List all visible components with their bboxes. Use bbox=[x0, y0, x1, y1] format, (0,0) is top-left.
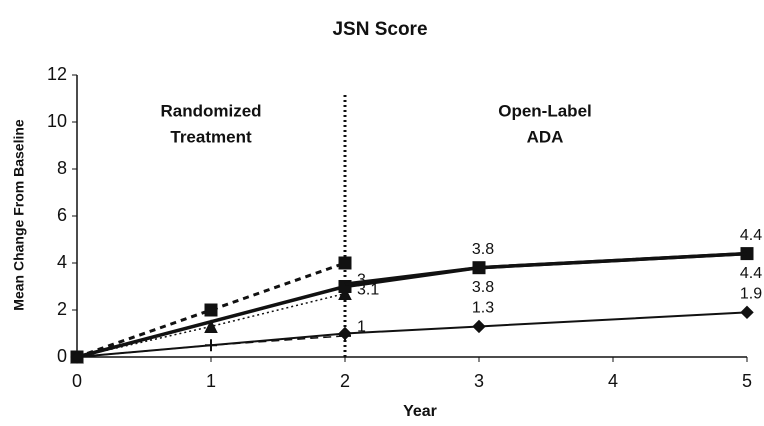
y-tick-label: 6 bbox=[57, 205, 67, 225]
line bbox=[344, 251, 748, 286]
y-axis-label: Mean Change From Baseline bbox=[11, 119, 27, 311]
marker bbox=[338, 326, 352, 341]
x-tick-label: 3 bbox=[474, 371, 484, 391]
y-tick-label: 0 bbox=[57, 346, 67, 366]
marker bbox=[338, 256, 352, 270]
annotation: Open-Label bbox=[498, 101, 592, 120]
y-tick-label: 10 bbox=[47, 111, 67, 131]
y-tick-label: 4 bbox=[57, 252, 67, 272]
data-label: 1 bbox=[357, 319, 366, 336]
x-tick-label: 0 bbox=[72, 371, 82, 391]
x-tick-label: 1 bbox=[206, 371, 216, 391]
x-axis-label: Year bbox=[403, 403, 437, 420]
annotation: Treatment bbox=[170, 127, 252, 146]
annotation: Randomized bbox=[160, 101, 261, 120]
chart-title: JSN Score bbox=[332, 19, 427, 40]
data-label: 1.9 bbox=[740, 286, 762, 303]
data-label: 3.1 bbox=[357, 281, 379, 298]
marker bbox=[204, 303, 218, 317]
data-label: 3 bbox=[357, 272, 366, 289]
data-label: 3.8 bbox=[472, 279, 494, 296]
marker bbox=[204, 319, 218, 333]
y-tick-label: 2 bbox=[57, 299, 67, 319]
line bbox=[76, 261, 346, 359]
marker bbox=[338, 286, 352, 301]
data-label: 3.8 bbox=[472, 241, 494, 258]
x-tick-label: 2 bbox=[340, 371, 350, 391]
y-tick-label: 12 bbox=[47, 64, 67, 84]
x-tick-label: 5 bbox=[742, 371, 752, 391]
data-label: 4.4 bbox=[740, 227, 762, 244]
y-tick-label: 8 bbox=[57, 158, 67, 178]
data-label: 4.4 bbox=[740, 265, 762, 282]
x-tick-label: 4 bbox=[608, 371, 618, 391]
marker bbox=[70, 350, 84, 364]
line bbox=[76, 251, 748, 359]
data-label: 1.3 bbox=[472, 300, 494, 317]
marker bbox=[472, 319, 486, 334]
annotation: ADA bbox=[527, 127, 564, 146]
marker bbox=[740, 305, 754, 320]
line bbox=[76, 311, 748, 358]
